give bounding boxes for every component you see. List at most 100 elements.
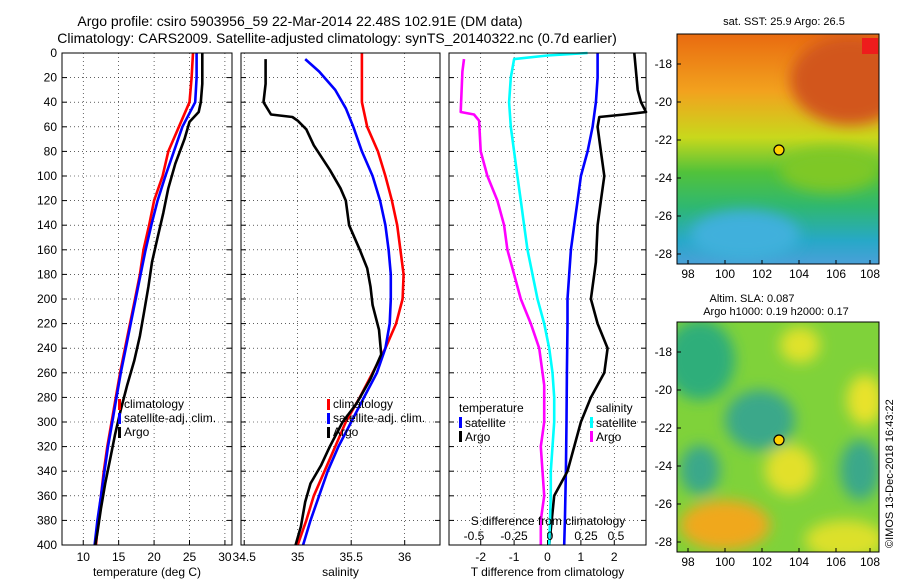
sst-map-title: sat. SST: 25.9 Argo: 26.5 bbox=[723, 16, 845, 28]
sst-mid-patch bbox=[780, 148, 879, 192]
sla-orange-patch bbox=[680, 500, 770, 550]
legend-label: satellite-adj. clim. bbox=[124, 411, 216, 425]
map-x-tick-label: 104 bbox=[789, 267, 809, 281]
map-x-tick-label: 98 bbox=[681, 555, 695, 569]
map-x-tick-label: 98 bbox=[681, 267, 695, 281]
legend-label: climatology bbox=[124, 397, 184, 411]
x-tick-label: 0 bbox=[544, 550, 551, 564]
map-y-tick-label: -28 bbox=[655, 247, 673, 261]
depth-tick-label: 40 bbox=[44, 95, 58, 109]
title-line-1: Argo profile: csiro 5903956_59 22-Mar-20… bbox=[77, 13, 522, 29]
depth-tick-label: 200 bbox=[37, 292, 57, 306]
legend-label: satellite bbox=[465, 416, 506, 430]
legend-label: Argo bbox=[465, 430, 491, 444]
map-y-tick-label: -18 bbox=[655, 57, 673, 71]
depth-tick-label: 400 bbox=[37, 538, 57, 552]
legend-label: Argo bbox=[333, 425, 359, 439]
s-tick-label: -0.25 bbox=[500, 529, 528, 543]
series-satellite-adj-clim- bbox=[301, 58, 393, 546]
sla-yellow-patch-3 bbox=[765, 445, 815, 495]
depth-tick-label: 180 bbox=[37, 267, 57, 281]
s-tick-label: 0.25 bbox=[574, 529, 598, 543]
legend-swatch bbox=[118, 399, 121, 410]
sla-yellow-patch-2 bbox=[847, 375, 879, 425]
sla-map-frame bbox=[676, 321, 880, 553]
map-x-tick-label: 100 bbox=[715, 555, 735, 569]
sla-map-title: Altim. SLA: 0.087 bbox=[710, 293, 795, 305]
sla-yellow-patch-1 bbox=[780, 327, 820, 363]
sst-warm-patch bbox=[790, 35, 879, 125]
map-x-tick-label: 106 bbox=[826, 267, 846, 281]
legend-swatch bbox=[327, 413, 330, 424]
map-y-tick-label: -22 bbox=[655, 133, 673, 147]
series-s-argo bbox=[459, 58, 546, 545]
series-climatology bbox=[296, 53, 405, 546]
map-x-tick-label: 108 bbox=[860, 555, 880, 569]
map-x-tick-label: 104 bbox=[789, 555, 809, 569]
sla-map: Altim. SLA: 0.087 Argo h1000: 0.19 h2000… bbox=[655, 293, 881, 569]
x-tick-label: 10 bbox=[77, 550, 91, 564]
depth-tick-label: 320 bbox=[37, 440, 57, 454]
depth-tick-label: 100 bbox=[37, 169, 57, 183]
map-x-tick-label: 108 bbox=[860, 267, 880, 281]
sst-map: sat. SST: 25.9 Argo: 26.5 98 100 102 104 106… bbox=[655, 16, 881, 281]
x-tick-label: -2 bbox=[475, 550, 486, 564]
map-y-tick-label: -24 bbox=[655, 459, 673, 473]
sla-teal-patch-1 bbox=[677, 322, 735, 400]
plot-frame bbox=[448, 52, 647, 546]
series-argo bbox=[262, 59, 383, 546]
map-y-tick-label: -28 bbox=[655, 535, 673, 549]
legend-swatch bbox=[118, 427, 121, 438]
x-tick-label: 36 bbox=[398, 550, 412, 564]
x-tick-label: 2 bbox=[611, 550, 618, 564]
depth-tick-label: 360 bbox=[37, 489, 57, 503]
legend-title-salinity: salinity bbox=[596, 401, 633, 415]
x-axis-label: T difference from climatology bbox=[471, 565, 625, 579]
s-tick-label: 0 bbox=[547, 529, 554, 543]
plot-frame bbox=[240, 52, 441, 546]
sst-hot-spot bbox=[862, 38, 878, 54]
legend-label: Argo bbox=[596, 430, 622, 444]
depth-tick-label: 300 bbox=[37, 415, 57, 429]
legend-swatch bbox=[327, 427, 330, 438]
depth-tick-label: 220 bbox=[37, 317, 57, 331]
sla-teal-patch-3 bbox=[680, 445, 720, 495]
depth-tick-label: 0 bbox=[50, 46, 57, 60]
title-line-2: Climatology: CARS2009. Satellite-adjuste… bbox=[57, 30, 617, 46]
difference-s-axis-label: S difference from climatology bbox=[471, 514, 626, 528]
x-tick-label: 1 bbox=[578, 550, 585, 564]
depth-tick-label: 120 bbox=[37, 194, 57, 208]
sst-cool-patch bbox=[690, 210, 800, 260]
x-axis-label: temperature (deg C) bbox=[93, 565, 201, 579]
map-y-tick-label: -26 bbox=[655, 497, 673, 511]
x-axis-label: salinity bbox=[322, 565, 359, 579]
legend-title-temperature: temperature bbox=[459, 401, 524, 415]
sst-map-frame bbox=[676, 33, 880, 265]
series-t-satellite bbox=[562, 53, 599, 546]
depth-tick-label: 140 bbox=[37, 218, 57, 232]
depth-tick-label: 280 bbox=[37, 390, 57, 404]
map-y-tick-label: -20 bbox=[655, 95, 673, 109]
legend-label: climatology bbox=[333, 397, 393, 411]
map-y-tick-label: -22 bbox=[655, 421, 673, 435]
x-tick-label: 35.5 bbox=[340, 550, 364, 564]
plot-frame bbox=[61, 52, 233, 546]
map-y-tick-label: -24 bbox=[655, 171, 673, 185]
x-tick-label: 15 bbox=[112, 550, 126, 564]
legend-label: satellite-adj. clim. bbox=[333, 411, 425, 425]
map-x-tick-label: 102 bbox=[752, 267, 772, 281]
salinity-panel: 34.5 35 35.5 36 salinity bbox=[233, 52, 441, 579]
legend-label: satellite bbox=[596, 416, 637, 430]
series-satellite-adj-clim- bbox=[93, 53, 198, 546]
sla-argo-marker bbox=[773, 434, 785, 446]
map-x-tick-label: 102 bbox=[752, 555, 772, 569]
series-s-satellite bbox=[507, 51, 588, 546]
legend-label: Argo bbox=[124, 425, 150, 439]
x-tick-label: 35 bbox=[291, 550, 305, 564]
sla-map-subtitle: Argo h1000: 0.19 h2000: 0.17 bbox=[703, 306, 849, 318]
x-tick-label: -1 bbox=[509, 550, 520, 564]
